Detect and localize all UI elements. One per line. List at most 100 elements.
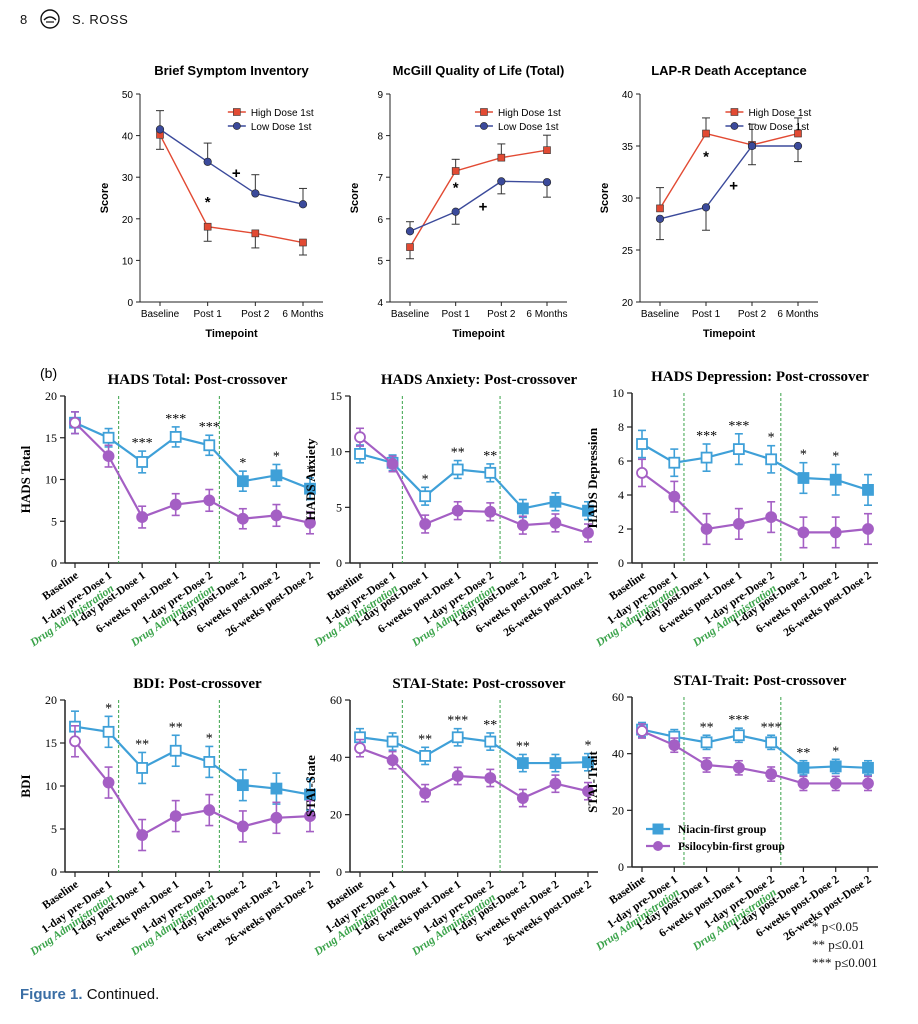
chart-7: BDI: Post-crossover05101520BDIBaseline1-… (18, 676, 320, 959)
significance-marker: ** (169, 720, 183, 735)
x-tick-label: Post 1 (193, 309, 222, 320)
data-point (270, 469, 283, 482)
data-point (203, 157, 212, 166)
running-author: S. ROSS (72, 12, 129, 27)
y-tick-label: 40 (612, 747, 624, 761)
page-number: 8 (20, 12, 28, 27)
data-point (102, 431, 115, 444)
y-tick-label: 0 (127, 298, 133, 309)
data-point (862, 523, 874, 535)
y-axis-label: HADS Total (18, 445, 33, 513)
legend-label: High Dose 1st (498, 108, 561, 119)
data-point (298, 200, 308, 209)
data-point (484, 735, 497, 748)
y-tick-label: 6 (618, 454, 624, 468)
x-tick-label: Post 1 (441, 309, 470, 320)
data-point (451, 770, 464, 782)
data-point (497, 177, 506, 186)
significance-marker: + (729, 178, 738, 195)
legend-marker (730, 108, 739, 116)
y-tick-label: 20 (122, 215, 134, 226)
data-point (582, 785, 594, 798)
y-tick-label: 0 (336, 865, 342, 879)
data-point (169, 810, 182, 822)
legend-marker (653, 841, 663, 851)
data-point (386, 754, 399, 767)
data-point (451, 207, 460, 216)
y-tick-label: 4 (377, 298, 383, 309)
y-tick-label: 15 (330, 389, 342, 403)
significance-marker: ** (483, 449, 497, 464)
data-point (582, 527, 594, 539)
data-point (236, 475, 249, 488)
chart-title: HADS Depression: Post-crossover (651, 369, 869, 385)
data-point (304, 482, 316, 495)
data-point (69, 416, 81, 429)
legend-label: Low Dose 1st (498, 122, 559, 133)
significance-marker: * (273, 449, 280, 464)
data-point (251, 189, 260, 198)
chart-title: HADS Total: Post-crossover (108, 372, 288, 388)
data-point (299, 238, 307, 247)
data-point (354, 431, 366, 444)
data-point (700, 451, 713, 464)
y-tick-label: 8 (377, 132, 383, 143)
series-line-high-dose (659, 132, 799, 209)
data-point (862, 761, 874, 774)
data-point (203, 756, 216, 768)
y-tick-label: 0 (51, 865, 57, 879)
data-point (484, 772, 497, 784)
significance-marker: * (422, 472, 429, 487)
x-tick-label: 6 Months (777, 309, 818, 320)
data-point (732, 443, 745, 456)
legend-marker (730, 122, 739, 130)
data-point (829, 777, 842, 790)
page-header: 8 S. ROSS (0, 0, 918, 40)
y-tick-label: 8 (618, 420, 624, 434)
x-axis-label: Timepoint (703, 328, 756, 340)
data-point (136, 762, 149, 774)
x-tick-label: Baseline (141, 309, 180, 320)
y-axis-label: STAI-State (303, 755, 318, 817)
y-tick-label: 20 (45, 693, 57, 707)
data-point (636, 466, 648, 479)
significance-marker: *** (165, 412, 186, 427)
significance-marker: * (453, 180, 459, 197)
significance-marker: * (307, 463, 314, 478)
y-tick-label: 10 (45, 779, 57, 793)
data-point (102, 725, 115, 738)
y-tick-label: 10 (45, 473, 57, 487)
series-line-low-dose (659, 145, 798, 220)
significance-marker: ** (135, 737, 149, 752)
data-point (797, 777, 810, 790)
data-point (354, 742, 366, 755)
data-point (419, 750, 432, 762)
panel-b-label: (b) (40, 365, 57, 381)
data-point (516, 757, 529, 769)
y-tick-label: 5 (377, 256, 383, 267)
chart-title: LAP-R Death Acceptance (651, 63, 807, 78)
data-point (69, 735, 81, 748)
data-point (701, 203, 711, 212)
data-point (747, 141, 757, 151)
data-point (386, 735, 399, 748)
x-tick-label: Post 2 (487, 309, 516, 320)
y-tick-label: 30 (122, 173, 134, 184)
y-axis-label: Score (599, 183, 611, 214)
data-point (636, 438, 648, 450)
chart-8: STAI-State: Post-crossover 0 20 40 60 STAI-St… (303, 676, 598, 959)
y-tick-label: 9 (377, 90, 383, 101)
significance-marker: * (703, 148, 709, 165)
data-point (668, 456, 681, 469)
data-point (497, 153, 506, 162)
significance-marker: ** (516, 739, 530, 754)
significance-marker: ** (700, 720, 714, 735)
y-axis-label: HADS Anxiety (303, 438, 318, 520)
y-tick-label: 7 (377, 173, 383, 184)
data-point (270, 782, 283, 795)
significance-marker: + (232, 165, 241, 182)
series-line-high-dose (409, 149, 548, 248)
x-tick-label: Post 2 (241, 309, 270, 320)
y-tick-label: 40 (622, 90, 634, 101)
data-point (582, 756, 594, 769)
